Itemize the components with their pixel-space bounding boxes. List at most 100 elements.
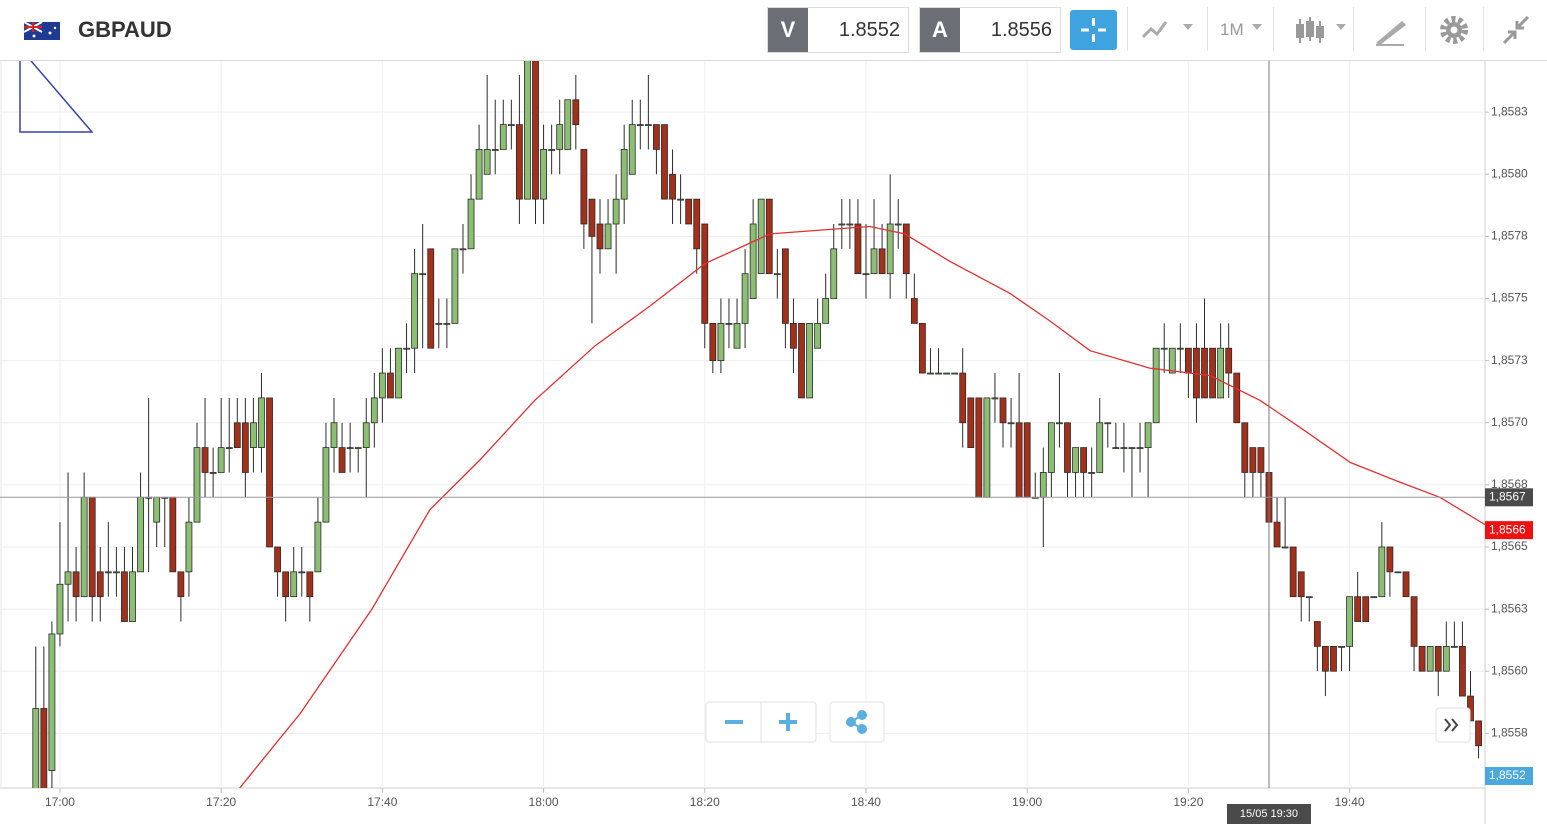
candle-body [620,149,628,200]
timeframe-button[interactable]: 1M [1207,7,1274,51]
chart-type-button[interactable] [1127,7,1206,51]
candle-body [217,447,225,473]
candle-body [556,124,564,150]
buy-label: A [920,8,960,52]
candle-body [338,447,346,473]
x-tick-label: 19:20 [1173,795,1203,809]
chart-type-icon [1141,21,1193,39]
collapse-button[interactable] [1483,7,1546,51]
candle-body [1088,472,1096,474]
candle-body [1225,347,1233,374]
x-tick-label: 17:40 [367,795,397,809]
candle-body [282,571,290,598]
draw-button[interactable] [1353,7,1426,51]
collapse-icon [1502,15,1530,45]
candle-body [1394,571,1402,574]
candle-body [443,322,451,325]
zoom-in-bar [786,713,790,731]
y-tick-label: 1,8558 [1491,726,1528,740]
timeframe: 1M [1220,20,1244,39]
candle-body [701,223,709,324]
candle-body [1410,596,1418,647]
candle-icon [1296,17,1346,43]
candle-body [910,298,918,324]
candle-body [1168,347,1176,374]
candle-body [40,708,48,788]
candle-body [1370,596,1378,599]
candle-body [773,273,781,276]
candle-body [1257,447,1265,473]
candle-body [564,99,572,150]
candle-body [1378,546,1386,598]
crosshair-button[interactable] [1070,10,1118,50]
candle-body [628,124,636,175]
candle-body [596,223,604,250]
sell-box[interactable]: V 1.8552 [767,7,909,53]
crosshair-label: 15/05 19:30 [1240,808,1298,820]
buy-price: 1.8556 [990,19,1052,41]
candle-body [1281,546,1289,549]
grid: 1,8558 1,8560 1,8563 1,8565 1,8568 1,8570 1,85… [0,60,1528,809]
y-tick-label: 1,8575 [1491,291,1528,305]
candle-body [862,273,870,276]
scroll-right[interactable] [1435,707,1471,743]
candle-body [1023,422,1031,498]
candle-body [1064,422,1071,473]
drawing-triangle[interactable] [19,45,94,133]
candle-body [483,149,491,175]
candle-body [314,521,322,573]
plot-area [32,60,1485,788]
bid-box [1485,767,1533,785]
candle-body [919,322,926,374]
x-tick-label: 17:20 [206,795,236,809]
price-box [1485,488,1533,507]
candle-body [1039,472,1047,498]
buy-box[interactable]: A 1.8556 [919,7,1061,53]
candle-body [749,223,757,299]
candle-button[interactable] [1273,7,1354,51]
candle-body [943,372,950,375]
candle-body [459,248,467,251]
candle-body [104,571,112,574]
candle-body [725,322,733,325]
candle-body [548,149,556,151]
candle-body [1201,347,1208,399]
candle-body [572,99,580,126]
settings-button[interactable] [1425,7,1482,51]
candle-body [411,273,419,349]
ma-box [1485,521,1533,540]
candle-body [1346,596,1353,647]
candle-body [991,397,999,400]
x-tick-label: 17:00 [45,795,75,809]
toolbar: GBPAUD V 1.8552 A 1.8556 1M [0,0,1547,61]
candle-body [781,248,789,324]
zoom-out[interactable] [725,720,743,724]
crosshair-box [1226,804,1311,824]
candle-body [32,708,40,788]
candle-body [1080,447,1088,473]
candle-body [72,571,80,598]
timeframe-caret [1252,24,1262,30]
candle-body [298,571,306,574]
candle-body [894,223,902,226]
candle-body [1217,347,1225,399]
candle-body [661,124,668,200]
candle-body [475,149,483,200]
candle-body [88,496,96,598]
candle-body [266,397,273,548]
share-button[interactable] [829,701,885,743]
candle-body [1160,347,1168,350]
candle-body [580,149,588,225]
candle-body [185,521,193,573]
candle-body [524,60,531,200]
candle-body [1330,645,1337,672]
y-tick-label: 1,8568 [1491,477,1528,491]
price-label: 1,8567 [1489,489,1526,503]
candle-body [515,124,523,200]
candle-body [870,248,878,275]
candle-body [306,571,314,598]
candle-body [532,60,539,200]
candle-body [378,372,386,399]
candle-body [967,397,975,449]
